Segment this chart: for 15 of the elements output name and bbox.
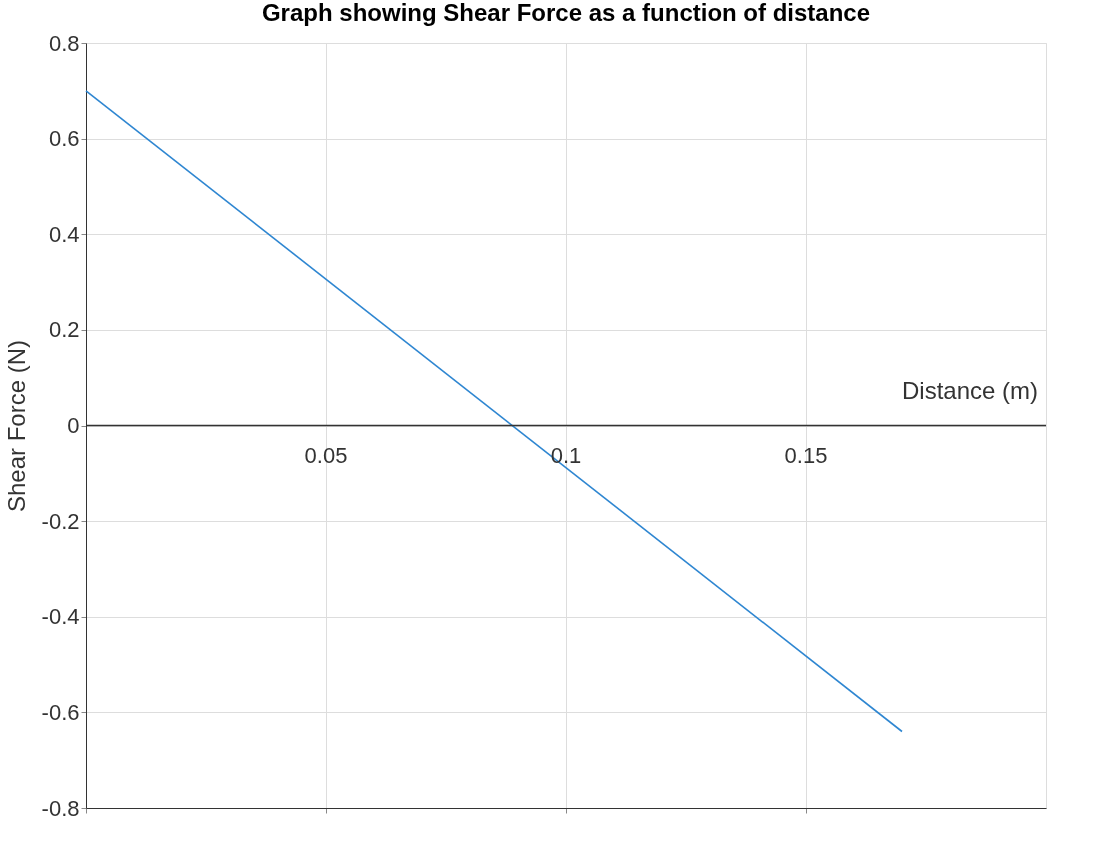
y-tick-label: 0.2	[48, 317, 80, 343]
y-tick-label: 0.6	[48, 126, 80, 152]
y-tick-label: -0.2	[41, 508, 80, 534]
x-tick-label: 0.1	[550, 442, 582, 468]
x-tick-label: 0.05	[304, 442, 348, 468]
x-tick-label: 0.15	[784, 442, 828, 468]
chart-title: Graph showing Shear Force as a function of distance	[261, 0, 871, 26]
y-tick-label: -0.8	[41, 795, 80, 821]
y-axis-title: Shear Force (N)	[2, 339, 30, 513]
y-tick-label: 0.8	[48, 30, 80, 56]
y-tick-label: 0.4	[48, 221, 80, 247]
y-tick-label: -0.4	[41, 604, 80, 630]
y-tick-label: -0.6	[41, 699, 80, 725]
x-axis-title: Distance (m)	[901, 376, 1038, 404]
y-tick-label: 0	[67, 413, 80, 438]
